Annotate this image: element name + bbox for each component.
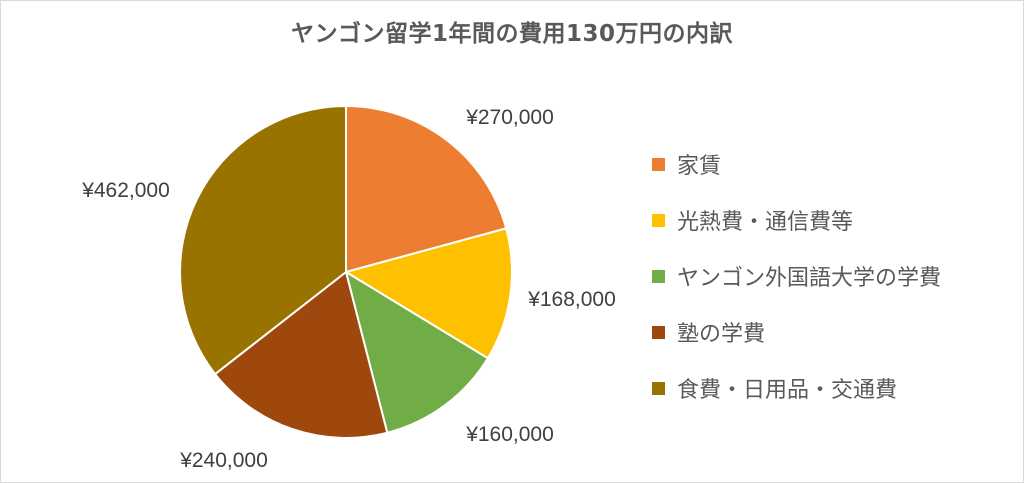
legend-label-3: ヤンゴン外国語大学の学費 xyxy=(677,266,942,291)
legend-item-2: 光熱費・通信費等 xyxy=(652,201,941,239)
legend-item-4: 塾の学費 xyxy=(652,313,941,351)
legend-label-1: 家賃 xyxy=(677,154,722,179)
pie-slice-5 xyxy=(179,104,347,376)
data-label-2: ¥168,000 xyxy=(527,288,616,311)
legend-swatch-4 xyxy=(652,325,665,339)
chart-title: ヤンゴン留学1年間の費用130万円の内訳 xyxy=(290,21,733,47)
data-label-4: ¥240,000 xyxy=(179,449,268,472)
pie-slices xyxy=(179,104,513,439)
legend-swatch-1 xyxy=(652,157,665,171)
legend-swatch-2 xyxy=(652,213,665,227)
legend-swatch-5 xyxy=(652,381,665,395)
legend-item-3: ヤンゴン外国語大学の学費 xyxy=(652,257,941,295)
pie-slice-1 xyxy=(345,104,508,274)
legend-label-4: 塾の学費 xyxy=(677,322,766,347)
data-label-5: ¥462,000 xyxy=(81,179,170,202)
pie-data-labels: ¥270,000 ¥168,000 ¥160,000 ¥240,000 ¥462,000 xyxy=(81,106,616,472)
pie-slice-3 xyxy=(344,269,490,434)
legend-item-1: 家賃 xyxy=(652,145,941,183)
pie-slice-2 xyxy=(343,227,513,360)
legend-label-2: 光熱費・通信費等 xyxy=(677,210,854,235)
chart-legend: 家賃光熱費・通信費等ヤンゴン外国語大学の学費 塾の学費食費・日用品・交通費 xyxy=(652,145,941,425)
data-label-3: ¥160,000 xyxy=(465,423,554,446)
pie-slice-4 xyxy=(213,270,389,439)
legend-item-5: 食費・日用品・交通費 xyxy=(652,369,941,407)
legend-swatch-3 xyxy=(652,269,665,283)
data-label-1: ¥270,000 xyxy=(465,106,554,129)
legend-label-5: 食費・日用品・交通費 xyxy=(677,378,898,403)
